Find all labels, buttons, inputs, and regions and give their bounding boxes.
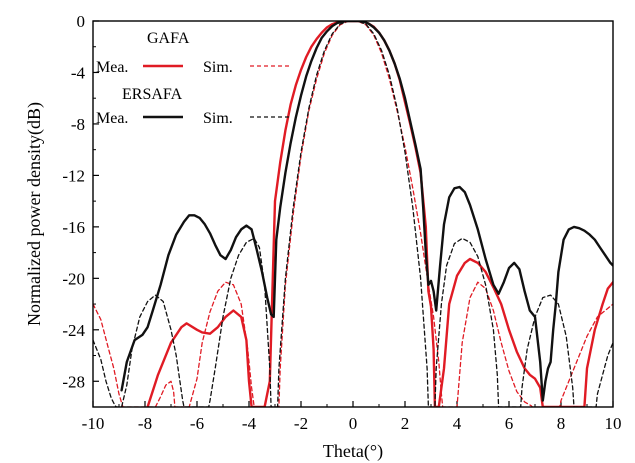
legend-title-ersafa: ERSAFA [122, 86, 183, 103]
x-tick-label: 2 [401, 414, 410, 433]
x-tick-label: -4 [242, 414, 257, 433]
x-tick-label: 0 [349, 414, 358, 433]
y-tick-label: 0 [77, 12, 86, 31]
y-tick-label: -16 [62, 218, 85, 237]
x-tick-label: -6 [190, 414, 204, 433]
axis-ticks: -10 -8 -6 -4 -2 0 2 4 6 8 100-4-8-12-16-20-24-28 [62, 12, 621, 433]
x-tick-label: 10 [605, 414, 622, 433]
legend: GAFA Mea. Sim. ERSAFA Mea. Sim. [96, 30, 290, 127]
series-layer [93, 21, 613, 407]
series-ersafa-mea [120, 21, 613, 402]
y-tick-label: -4 [71, 63, 86, 82]
y-tick-label: -28 [62, 372, 85, 391]
y-tick-label: -12 [62, 166, 85, 185]
x-tick-label: -10 [82, 414, 105, 433]
x-tick-label: 8 [557, 414, 566, 433]
series-ersafa-sim [93, 21, 613, 407]
x-tick-label: -8 [138, 414, 152, 433]
legend-label-gafa-mea: Mea. [96, 59, 128, 76]
series-gafa-mea [146, 21, 613, 407]
y-tick-label: -8 [71, 115, 85, 134]
x-axis-label: Theta(°) [323, 441, 383, 462]
x-tick-label: 4 [453, 414, 462, 433]
y-tick-label: -24 [62, 321, 85, 340]
y-axis-label: Normalized power density(dB) [24, 102, 45, 326]
x-tick-label: 6 [505, 414, 514, 433]
legend-label-ersafa-sim: Sim. [203, 110, 233, 127]
x-tick-label: -2 [294, 414, 308, 433]
legend-label-gafa-sim: Sim. [203, 59, 233, 76]
legend-label-ersafa-mea: Mea. [96, 110, 128, 127]
series-gafa-sim [93, 21, 613, 407]
plot-frame [92, 20, 614, 408]
y-tick-label: -20 [62, 269, 85, 288]
legend-title-gafa: GAFA [147, 30, 190, 47]
